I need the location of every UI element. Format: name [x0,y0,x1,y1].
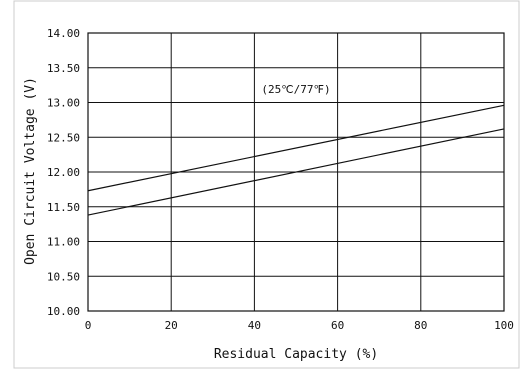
y-axis-label: Open Circuit Voltage (V) [23,77,38,265]
y-tick-label-4: 12.00 [47,166,80,179]
plot-frame [87,32,505,312]
x-tick-label-0: 0 [85,319,92,332]
x-tick-labels: 0 20 40 60 80 100 [85,319,514,332]
figure-frame [13,0,520,369]
series-line-1 [87,128,505,216]
series-layer [87,104,505,216]
x-tick-label-3: 60 [331,319,344,332]
y-tick-label-3: 11.50 [47,201,80,214]
x-tick-label-2: 40 [248,319,261,332]
y-tick-label-7: 13.50 [47,62,80,75]
temperature-annotation: (25℃/77℉) [261,83,330,96]
y-tick-label-0: 10.00 [47,305,80,318]
x-tick-label-5: 100 [494,319,514,332]
y-tick-labels: 10.00 10.50 11.00 11.50 12.00 12.50 13.00 13.50… [47,27,80,318]
series-line-0 [87,104,505,192]
y-tick-label-8: 14.00 [47,27,80,40]
x-tick-label-4: 80 [414,319,427,332]
y-tick-label-5: 12.50 [47,131,80,144]
x-axis-label: Residual Capacity (%) [214,347,378,362]
y-tick-label-2: 11.00 [47,236,80,249]
x-tick-label-1: 20 [165,319,178,332]
y-tick-label-1: 10.50 [47,270,80,283]
y-tick-label-6: 13.00 [47,97,80,110]
